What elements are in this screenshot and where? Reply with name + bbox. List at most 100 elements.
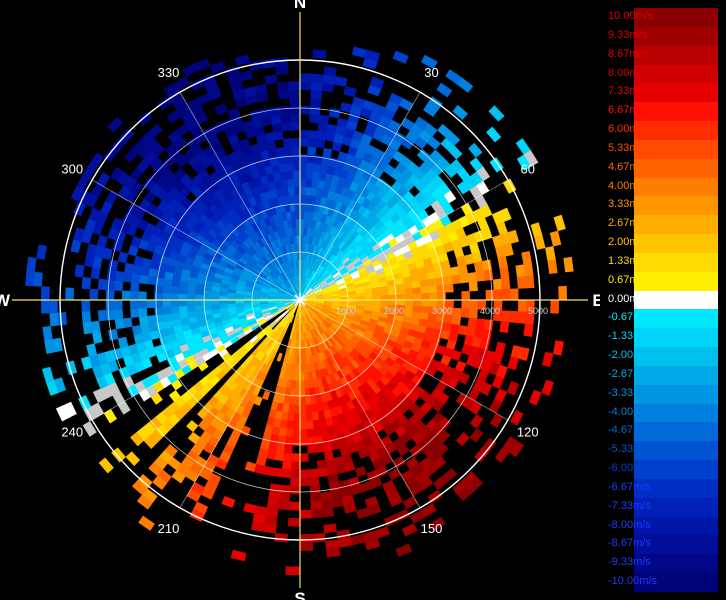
velocity-cell [468,308,478,319]
velocity-cell [130,281,140,292]
azimuth-label: 30 [424,65,438,80]
velocity-cell [89,152,104,169]
legend-label: 8.67m/s [608,47,648,60]
velocity-cell [310,403,318,413]
velocity-cell [303,372,309,382]
velocity-cell [90,320,101,334]
legend-entry: -6.00m/s [606,460,718,480]
velocity-cell [290,461,301,471]
velocity-cell [311,411,320,421]
azimuth-label: 210 [158,521,180,536]
velocity-cell [404,293,414,301]
velocity-cell [299,170,308,180]
velocity-cell [289,97,301,107]
velocity-cell [317,122,329,133]
legend-swatch [634,102,718,122]
velocity-cell [307,138,318,148]
velocity-cell [523,323,534,337]
velocity-cell [266,499,280,510]
velocity-cell [129,290,139,301]
velocity-cell [264,131,275,143]
velocity-cell [369,76,385,89]
velocity-legend: 10.00m/s 9.33m/s 8.67m/s 8.00m/s 7.33m/s 6.67… [606,8,718,593]
velocity-cell [137,291,147,301]
velocity-cell [468,281,478,292]
legend-entry: -10.00m/s [606,573,718,593]
velocity-cell [492,278,503,291]
velocity-cell [292,235,298,244]
legend-label: -6.00m/s [608,462,651,475]
velocity-cell [295,210,301,220]
velocity-cell [285,162,294,172]
velocity-cell [461,290,471,301]
velocity-cell [275,443,286,454]
velocity-cell [82,321,93,335]
velocity-cell [315,138,326,149]
velocity-cell [309,476,320,487]
legend-swatch [634,535,718,555]
velocity-cell [148,462,163,477]
legend-label: -7.33m/s [608,499,651,512]
velocity-cell [553,214,566,232]
velocity-cell [316,130,327,141]
velocity-cell [427,278,437,287]
range-label: 2000 [384,306,404,316]
velocity-cell [456,432,470,447]
velocity-cell [481,328,492,341]
velocity-cell [285,566,301,576]
velocity-cell [299,453,309,463]
velocity-cell [108,328,119,341]
velocity-cell [507,229,520,244]
velocity-cell [299,420,308,430]
velocity-cell [310,89,323,100]
velocity-cell [113,309,124,320]
velocity-cell [289,105,301,115]
velocity-cell [146,299,155,309]
legend-label: 2.00m/s [608,236,648,249]
velocity-cell [500,277,511,290]
velocity-cell [117,336,129,349]
velocity-cell [26,256,37,273]
velocity-cell [214,103,228,116]
velocity-cell [321,507,335,518]
velocity-cell [550,299,560,314]
velocity-cell [372,295,382,301]
velocity-cell [299,428,308,438]
legend-swatch [634,196,718,216]
velocity-cell [528,389,542,406]
velocity-cell [308,468,319,478]
legend-label: -6.67m/s [608,480,651,493]
velocity-cell [288,194,296,204]
velocity-cell [493,289,503,301]
legend-label: 4.67m/s [608,160,648,173]
velocity-cell [306,420,314,430]
azimuth-spoke [299,91,421,301]
velocity-cell [333,76,348,87]
azimuth-spoke [299,299,509,421]
velocity-cell [312,533,326,543]
legend-entry: 4.67m/s [606,158,718,179]
velocity-cell [502,243,514,257]
velocity-cell [467,271,478,283]
velocity-cell [73,227,85,242]
legend-entry: 0.67m/s [606,271,718,292]
velocity-cell [49,312,59,327]
velocity-cell [521,250,532,265]
velocity-cell [459,273,470,284]
legend-entry: -3.33m/s [606,384,718,405]
velocity-cell [469,414,484,429]
velocity-cell [476,166,491,182]
velocity-cell [146,314,157,325]
velocity-cell [558,285,568,301]
legend-entry: 2.00m/s [606,234,718,254]
velocity-cell [443,275,454,286]
velocity-cell [500,310,511,323]
legend-swatch [634,158,718,179]
legend-entry: 9.33m/s [606,26,718,47]
velocity-cell [412,287,422,295]
velocity-cell [299,509,312,519]
legend-entry: 8.67m/s [606,45,718,65]
velocity-cell [420,299,430,308]
velocity-cell [291,453,301,463]
velocity-cell [356,507,371,520]
